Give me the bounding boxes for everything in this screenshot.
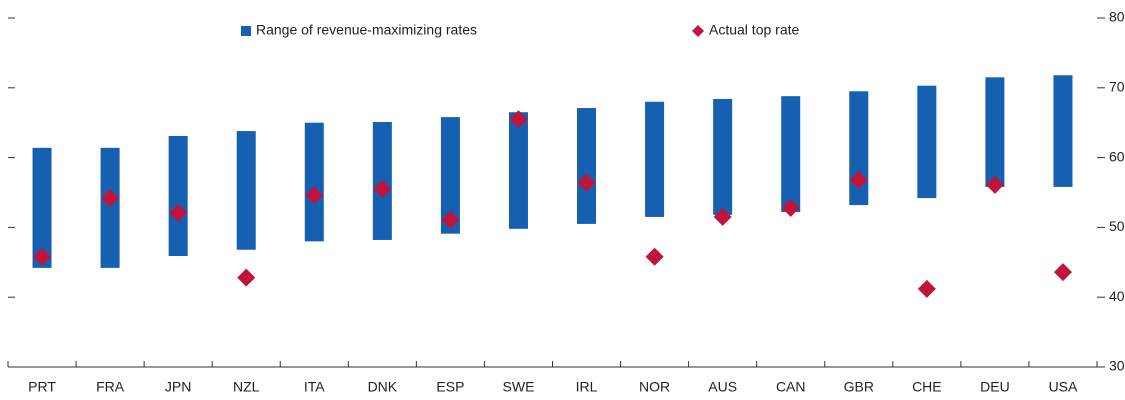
range-bar (917, 85, 937, 199)
x-tick-label: GBR (844, 379, 874, 395)
range-bar (304, 122, 324, 242)
diamond-marker (577, 173, 596, 192)
diamond-marker (917, 279, 936, 298)
diamond-marker (509, 110, 528, 129)
y-tick-label: 80 (1109, 9, 1125, 25)
diamond-marker (985, 175, 1004, 194)
range-bar (100, 147, 120, 268)
range-bar (781, 96, 801, 213)
diamond-marker (645, 247, 664, 266)
range-bar (32, 147, 52, 268)
range-bar (577, 108, 597, 224)
x-tick-label: IRL (576, 379, 598, 395)
x-tick-label: ITA (304, 379, 325, 395)
y-tick-label: 50 (1109, 218, 1125, 234)
x-tick-label: DEU (980, 379, 1010, 395)
legend-label: Actual top rate (709, 22, 799, 38)
legend-swatch (692, 25, 704, 37)
diamond-marker (101, 189, 120, 208)
range-bar (236, 131, 256, 250)
diamond-marker (169, 203, 188, 222)
diamond-marker (373, 180, 392, 199)
y-tick-label: 40 (1109, 288, 1125, 304)
x-tick-label: USA (1049, 379, 1078, 395)
diamond-marker (305, 186, 324, 205)
x-tick-label: JPN (165, 379, 191, 395)
x-tick-label: CHE (912, 379, 942, 395)
diamond-marker (441, 210, 460, 229)
x-tick-label: PRT (28, 379, 56, 395)
diamond-marker (713, 207, 732, 226)
diamond-marker (781, 198, 800, 217)
legend-label: Range of revenue-maximizing rates (256, 22, 477, 38)
range-bar (508, 112, 528, 229)
x-tick-label: DNK (368, 379, 398, 395)
diamond-marker (1053, 263, 1072, 282)
x-tick-label: ESP (436, 379, 464, 395)
y-tick-label: 30 (1109, 358, 1125, 374)
range-bar (168, 135, 188, 257)
range-bar (985, 77, 1005, 187)
legend-swatch (241, 26, 251, 36)
x-tick-label: SWE (503, 379, 535, 395)
x-tick-label: CAN (776, 379, 806, 395)
diamond-marker (849, 170, 868, 189)
y-tick-label: 60 (1109, 148, 1125, 164)
range-bar (1053, 75, 1073, 187)
x-tick-label: AUS (708, 379, 737, 395)
x-tick-label: FRA (96, 379, 125, 395)
y-tick-label: 70 (1109, 79, 1125, 95)
diamond-marker (237, 268, 256, 287)
range-bar (713, 98, 733, 215)
x-tick-label: NOR (639, 379, 670, 395)
range-bar (440, 117, 460, 234)
x-tick-label: NZL (233, 379, 260, 395)
range-bar (645, 101, 665, 217)
diamond-marker (33, 247, 52, 266)
